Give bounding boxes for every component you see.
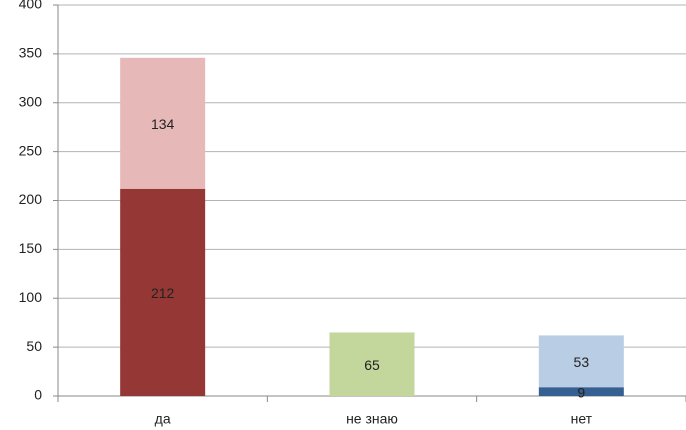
data-label: 9 [577,384,585,400]
bar-segment [120,188,206,396]
y-tick-label: 350 [19,45,43,61]
bar-segment [120,57,206,189]
y-tick-label: 0 [34,387,42,403]
data-label: 134 [151,116,175,132]
data-label: 65 [364,357,380,373]
y-tick-label: 200 [19,191,43,207]
x-tick-label: не знаю [346,411,398,427]
y-tick-label: 150 [19,240,43,256]
bar-segment [538,387,624,396]
bar-segment [329,332,415,396]
bar-segment [538,335,624,388]
y-tick-label: 300 [19,93,43,109]
data-label: 212 [151,285,175,301]
x-tick-label: да [155,411,171,427]
data-label: 53 [574,354,590,370]
y-tick-label: 100 [19,289,43,305]
y-tick-label: 400 [19,0,43,12]
y-tick-label: 250 [19,142,43,158]
y-tick-label: 50 [26,338,42,354]
x-tick-label: нет [571,411,593,427]
